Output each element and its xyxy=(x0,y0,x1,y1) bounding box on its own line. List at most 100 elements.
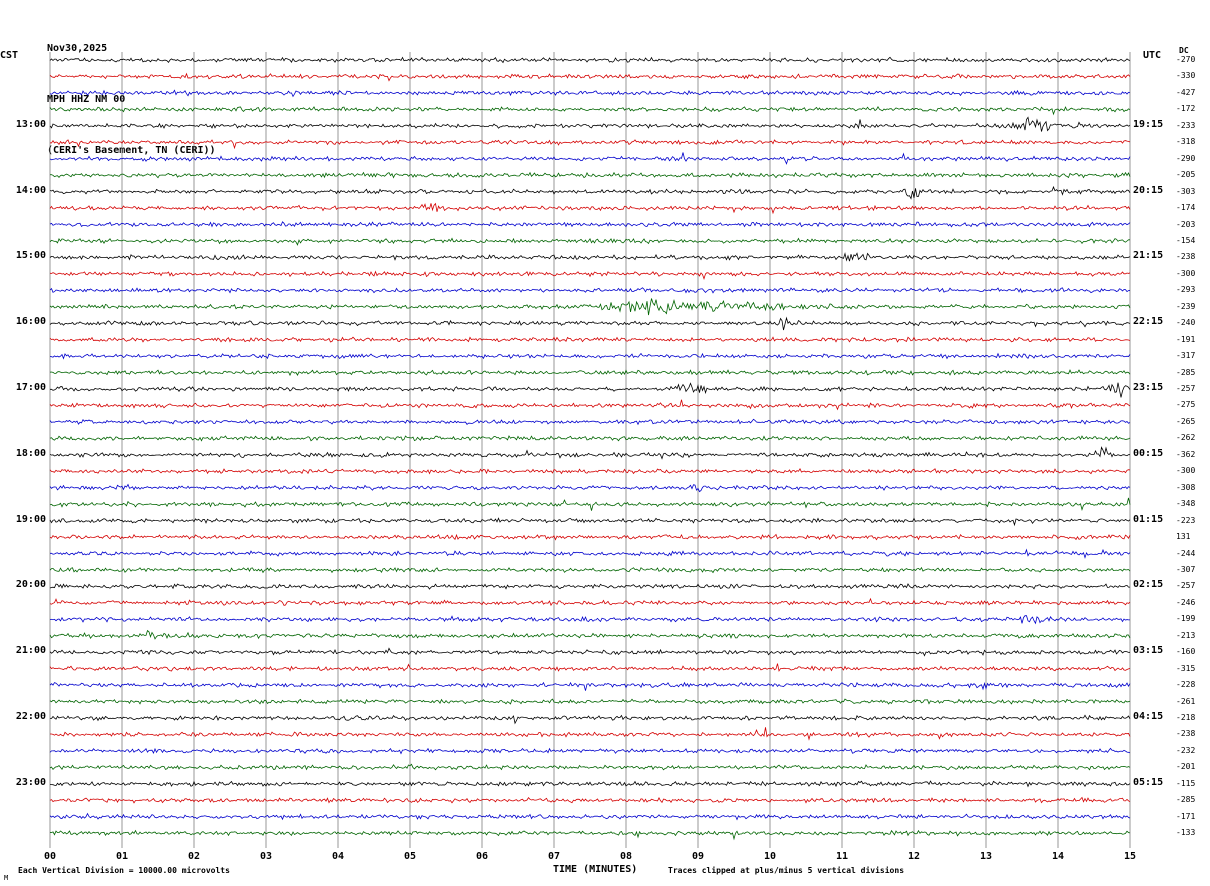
seismic-trace xyxy=(49,399,1131,411)
dc-offset-value: -160 xyxy=(1176,647,1196,657)
x-tick-label: 07 xyxy=(547,851,561,862)
dc-offset-value: -293 xyxy=(1176,285,1196,295)
cst-time-label: 17:00 xyxy=(15,382,46,393)
x-axis-label: TIME (MINUTES) xyxy=(553,864,638,875)
dc-offset-value: -246 xyxy=(1176,597,1196,607)
dc-offset-value: -330 xyxy=(1176,71,1196,81)
dc-offset-value: -262 xyxy=(1176,433,1196,443)
seismic-trace xyxy=(49,72,1131,82)
seismic-trace xyxy=(49,89,1131,98)
cst-time-label: 20:00 xyxy=(15,579,46,591)
utc-time-label: 03:15 xyxy=(1133,645,1164,657)
plot-date: Nov30,2025 xyxy=(47,43,108,54)
dc-offset-value: -133 xyxy=(1176,828,1196,838)
seismic-trace xyxy=(49,663,1131,672)
seismic-trace xyxy=(49,237,1130,246)
dc-offset-value: -228 xyxy=(1176,680,1196,690)
x-tick-label: 14 xyxy=(1051,851,1065,862)
dc-offset-value: -174 xyxy=(1176,203,1196,213)
seismic-trace xyxy=(49,352,1131,360)
dc-offset-value: -218 xyxy=(1176,713,1196,722)
x-tick-label: 15 xyxy=(1123,851,1137,862)
seismic-trace xyxy=(50,548,1131,559)
dc-offset-value: -318 xyxy=(1176,137,1196,147)
dc-offset-value: -238 xyxy=(1176,252,1196,262)
seismic-trace xyxy=(49,763,1131,771)
dc-offset-value: -232 xyxy=(1176,745,1196,755)
dc-offset-value: -201 xyxy=(1176,762,1196,772)
x-tick-label: 13 xyxy=(979,851,993,862)
seismic-trace xyxy=(49,106,1131,116)
dc-header: DC xyxy=(1179,46,1189,55)
dc-offset-value: -317 xyxy=(1176,351,1196,361)
dc-offset-value: -270 xyxy=(1176,55,1196,64)
cst-time-label: 18:00 xyxy=(15,447,46,459)
seismic-trace xyxy=(49,56,1131,64)
seismic-trace xyxy=(49,583,1130,590)
dc-offset-value: -205 xyxy=(1176,170,1196,180)
x-tick-label: 06 xyxy=(475,851,489,862)
seismic-trace xyxy=(49,446,1131,460)
seismic-trace xyxy=(49,647,1131,657)
dc-offset-value: -154 xyxy=(1176,235,1196,245)
seismic-trace xyxy=(49,298,1131,316)
clip-note: Traces clipped at plus/minus 5 vertical … xyxy=(668,866,905,875)
cst-time-label: 14:00 xyxy=(15,184,46,196)
dc-offset-value: -300 xyxy=(1176,268,1196,278)
dc-offset-value: -239 xyxy=(1176,301,1196,311)
seismic-trace xyxy=(49,336,1131,343)
seismic-trace xyxy=(49,483,1131,493)
seismic-trace xyxy=(49,116,1131,132)
x-tick-label: 05 xyxy=(403,851,417,862)
seismic-trace xyxy=(49,566,1131,574)
seismic-trace xyxy=(49,698,1131,705)
dc-offset-value: -191 xyxy=(1176,334,1196,344)
seismic-trace xyxy=(49,615,1130,625)
dc-offset-value: -223 xyxy=(1176,515,1196,525)
seismic-trace xyxy=(49,316,1131,331)
seismic-trace xyxy=(49,185,1131,200)
seismic-trace xyxy=(49,829,1131,841)
cst-header: CST xyxy=(0,50,19,61)
x-tick-label: 02 xyxy=(187,851,201,862)
seismic-trace xyxy=(49,418,1131,426)
cst-time-label: 21:00 xyxy=(15,645,46,657)
utc-time-label: 19:15 xyxy=(1133,118,1164,130)
x-tick-label: 12 xyxy=(907,851,921,862)
dc-offset-value: -172 xyxy=(1176,104,1196,114)
dc-offset-value: -285 xyxy=(1176,367,1196,377)
x-tick-label: 04 xyxy=(331,851,345,862)
dc-offset-value: -257 xyxy=(1176,581,1196,591)
seismic-trace xyxy=(49,467,1131,475)
seismic-trace xyxy=(49,747,1131,755)
x-tick-label: 11 xyxy=(835,851,849,862)
dc-offset-value: -300 xyxy=(1176,466,1196,476)
seismic-trace xyxy=(49,812,1131,821)
cst-time-label: 22:00 xyxy=(15,711,46,722)
dc-offset-value: -233 xyxy=(1176,120,1196,130)
dc-offset-value: -238 xyxy=(1176,729,1196,739)
utc-time-label: 20:15 xyxy=(1133,184,1164,196)
seismic-trace xyxy=(49,796,1131,804)
seismic-trace xyxy=(49,202,1131,215)
dc-offset-value: 131 xyxy=(1176,532,1191,542)
x-tick-label: 00 xyxy=(43,851,57,862)
seismic-trace xyxy=(49,171,1131,179)
cst-time-label: 23:00 xyxy=(15,776,46,788)
seismic-trace xyxy=(49,597,1131,607)
utc-time-label: 00:15 xyxy=(1133,447,1164,459)
dc-offset-value: -203 xyxy=(1176,219,1196,229)
seismic-trace xyxy=(49,152,1131,165)
dc-offset-value: -244 xyxy=(1176,548,1196,558)
dc-offset-value: -308 xyxy=(1176,482,1196,492)
x-tick-label: 08 xyxy=(619,851,633,862)
logo-mark: M xyxy=(4,874,9,882)
seismic-trace xyxy=(49,533,1131,541)
dc-offset-value: -315 xyxy=(1176,663,1196,673)
dc-offset-value: -115 xyxy=(1176,778,1196,788)
seismic-trace xyxy=(49,221,1131,228)
utc-time-label: 23:15 xyxy=(1133,382,1164,393)
dc-offset-value: -240 xyxy=(1176,318,1196,328)
dc-offset-value: -171 xyxy=(1176,811,1196,821)
seismic-trace xyxy=(49,287,1131,294)
